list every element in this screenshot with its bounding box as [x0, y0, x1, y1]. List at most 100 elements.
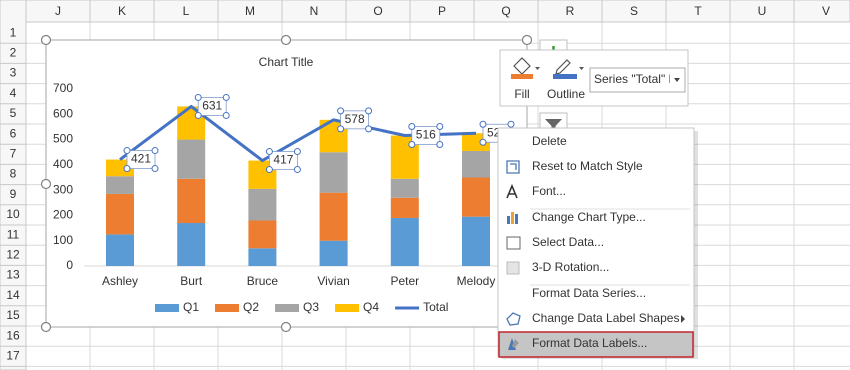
legend-label[interactable]: Q4 — [363, 300, 379, 314]
fill-color-bar — [511, 74, 533, 79]
column-header[interactable]: P — [438, 4, 446, 18]
row-header[interactable]: 13 — [6, 268, 20, 282]
row-header[interactable]: 4 — [10, 86, 17, 100]
column-header[interactable]: Q — [501, 4, 510, 18]
column-header[interactable]: O — [373, 4, 382, 18]
chart-handle[interactable] — [521, 34, 533, 46]
element-dropdown[interactable] — [589, 67, 686, 93]
bar-segment[interactable] — [177, 139, 206, 179]
legend-label[interactable]: Q2 — [243, 300, 259, 314]
outline-color-bar — [553, 74, 577, 79]
row-header[interactable]: 3 — [10, 66, 17, 80]
bar-segment[interactable] — [390, 197, 419, 218]
dropdown-arrow — [535, 67, 540, 70]
chart-handle[interactable] — [280, 321, 292, 333]
label-handle — [507, 120, 515, 128]
menu-item[interactable]: Change Chart Type... — [532, 210, 646, 224]
bar-segment[interactable] — [319, 240, 348, 266]
legend-label[interactable]: Q1 — [183, 300, 199, 314]
chart-handle[interactable] — [280, 34, 292, 46]
row-header[interactable]: 11 — [7, 227, 20, 241]
column-header[interactable]: J — [55, 4, 61, 18]
fill-button[interactable]: Fill — [514, 87, 529, 101]
label-selection-box — [126, 150, 156, 169]
column-header[interactable]: T — [694, 4, 702, 18]
label-handle — [123, 165, 131, 173]
chart[interactable]: Chart Title 0 100 200 300 400 500 600 700 Ashley B… — [45, 39, 528, 328]
y-tick-label: 700 — [53, 81, 73, 95]
context-menu: Delete Reset to Match Style Font... Change … — [497, 127, 698, 359]
row-header[interactable]: 15 — [6, 308, 20, 322]
menu-item[interactable]: Reset to Match Style — [532, 159, 643, 173]
bar-segment[interactable] — [248, 220, 277, 249]
row-header[interactable]: 7 — [10, 146, 17, 160]
menu-item[interactable]: Font... — [532, 184, 566, 198]
data-label[interactable]: 631 — [202, 99, 222, 113]
row-header[interactable]: 6 — [10, 126, 17, 140]
column-header[interactable]: V — [822, 4, 830, 18]
label-handle — [293, 166, 301, 174]
bar-segment[interactable] — [248, 188, 277, 221]
y-tick-label: 300 — [53, 182, 73, 196]
data-label[interactable]: 421 — [131, 152, 151, 166]
column-header[interactable]: K — [118, 4, 126, 18]
row-header[interactable]: 17 — [6, 348, 20, 362]
legend-label[interactable]: Q3 — [303, 300, 319, 314]
menu-item[interactable]: Format Data Series... — [532, 286, 646, 300]
outline-button[interactable]: Outline — [547, 87, 585, 101]
row-header[interactable]: 8 — [10, 167, 17, 181]
menu-item[interactable]: Change Data Label Shapes — [532, 311, 679, 325]
label-handle — [337, 107, 345, 115]
row-header[interactable]: 1 — [10, 25, 17, 39]
data-label[interactable]: 516 — [416, 128, 436, 142]
menu-item[interactable]: Format Data Labels... — [532, 336, 647, 350]
chart-title[interactable]: Chart Title — [259, 55, 314, 69]
menu-highlight — [498, 331, 694, 358]
column-header[interactable]: M — [245, 4, 255, 18]
bar-segment[interactable] — [106, 193, 134, 235]
chart-type-icon — [507, 216, 510, 224]
bar-segment[interactable] — [177, 178, 206, 224]
bar-segment[interactable] — [390, 217, 419, 266]
chart-handle[interactable] — [40, 34, 52, 46]
column-header[interactable]: L — [183, 4, 190, 18]
row-header[interactable]: 9 — [10, 187, 17, 201]
y-tick-label: 600 — [53, 106, 73, 120]
row-header[interactable]: 16 — [6, 328, 20, 342]
label-handle — [408, 123, 416, 131]
bar-segment[interactable] — [319, 152, 348, 193]
column-header[interactable]: R — [566, 4, 575, 18]
bar-segment[interactable] — [462, 150, 490, 178]
bar-segment[interactable] — [319, 192, 348, 241]
column-header[interactable]: U — [758, 4, 767, 18]
bar-segment[interactable] — [390, 178, 419, 198]
dropdown-arrow — [579, 67, 584, 70]
bar-segment[interactable] — [177, 223, 206, 266]
column-header[interactable]: S — [630, 4, 638, 18]
bar-segment[interactable] — [462, 216, 490, 266]
bar-segment[interactable] — [462, 177, 490, 217]
legend-label[interactable]: Total — [423, 300, 448, 314]
row-header[interactable]: 14 — [6, 288, 20, 302]
legend-swatch — [335, 304, 360, 312]
column-header[interactable]: N — [310, 4, 319, 18]
bar-segment[interactable] — [106, 176, 134, 194]
menu-item[interactable]: Select Data... — [532, 235, 604, 249]
data-label[interactable]: 578 — [345, 112, 365, 126]
row-header[interactable]: 10 — [6, 207, 20, 221]
legend-swatch — [215, 304, 240, 312]
chart-handle[interactable] — [40, 321, 52, 333]
bar-segment[interactable] — [106, 234, 134, 266]
row-header[interactable]: 12 — [6, 247, 20, 261]
label-handle — [436, 123, 444, 131]
row-header[interactable]: 2 — [10, 45, 17, 59]
label-handle — [365, 107, 373, 115]
y-tick-label: 0 — [66, 258, 73, 272]
data-label[interactable]: 417 — [273, 153, 293, 167]
chart-handle[interactable] — [40, 178, 52, 190]
bar-segment[interactable] — [248, 248, 277, 266]
menu-item[interactable]: Delete — [532, 134, 567, 148]
row-header[interactable]: 5 — [10, 106, 17, 120]
label-selection-box — [197, 97, 227, 116]
